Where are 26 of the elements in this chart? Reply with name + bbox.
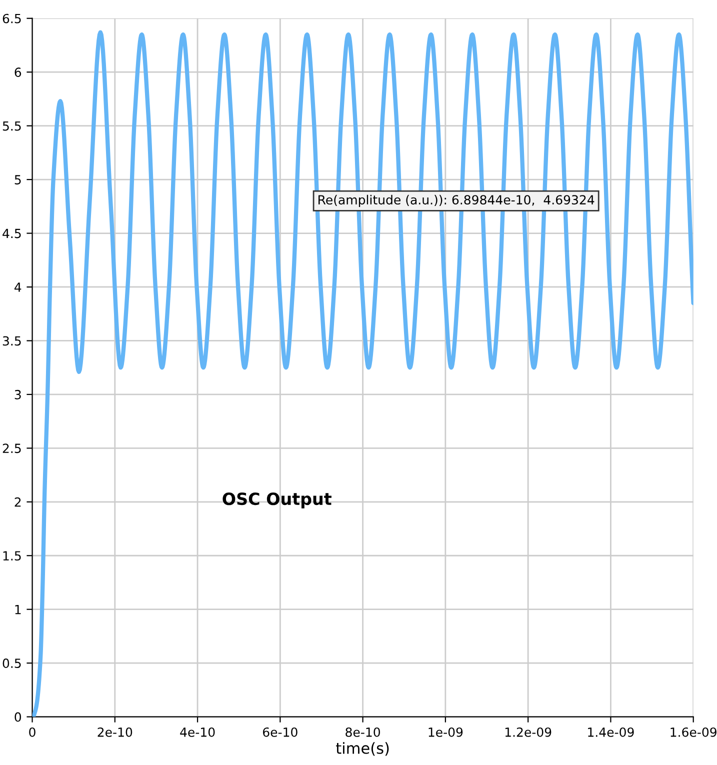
y-tick-label: 6.5 — [2, 14, 21, 24]
y-tick-label: 2.5 — [2, 444, 21, 454]
y-tick-label: 5.5 — [2, 121, 21, 131]
x-tick-label: 0 — [29, 727, 36, 737]
y-tick-label: 1.5 — [3, 551, 21, 561]
y-tick-label: 3 — [14, 390, 21, 400]
x-tick-label: 4e-10 — [180, 727, 215, 737]
x-tick-label: 1.4e-09 — [588, 727, 634, 737]
x-tick-label: 1e-09 — [428, 727, 463, 737]
x-tick-label: 1.6e-09 — [670, 727, 716, 737]
x-tick-label: 6e-10 — [263, 727, 298, 737]
y-tick-label: 0.5 — [2, 658, 21, 668]
x-tick-label: 1.2e-09 — [505, 727, 552, 737]
y-tick-label: 1 — [15, 604, 21, 614]
y-tick-label: 3.5 — [2, 336, 21, 346]
x-tick-label: 8e-10 — [346, 727, 380, 737]
y-tick-label: 2 — [14, 497, 21, 507]
y-tick-label: 6 — [14, 68, 22, 78]
annotation: OSC Output — [222, 492, 332, 508]
y-tick-label: 5 — [14, 175, 21, 184]
y-tick-label: 4.5 — [2, 228, 21, 238]
y-tick-label: 0 — [14, 712, 22, 722]
x-tick-label: 2e-10 — [98, 727, 132, 737]
x-axis-title: time(s) — [336, 742, 389, 756]
annotation: Re(amplitude (a.u.)): 6.89844e-10, 4.69324 — [318, 194, 594, 207]
y-tick-label: 4 — [14, 282, 22, 292]
